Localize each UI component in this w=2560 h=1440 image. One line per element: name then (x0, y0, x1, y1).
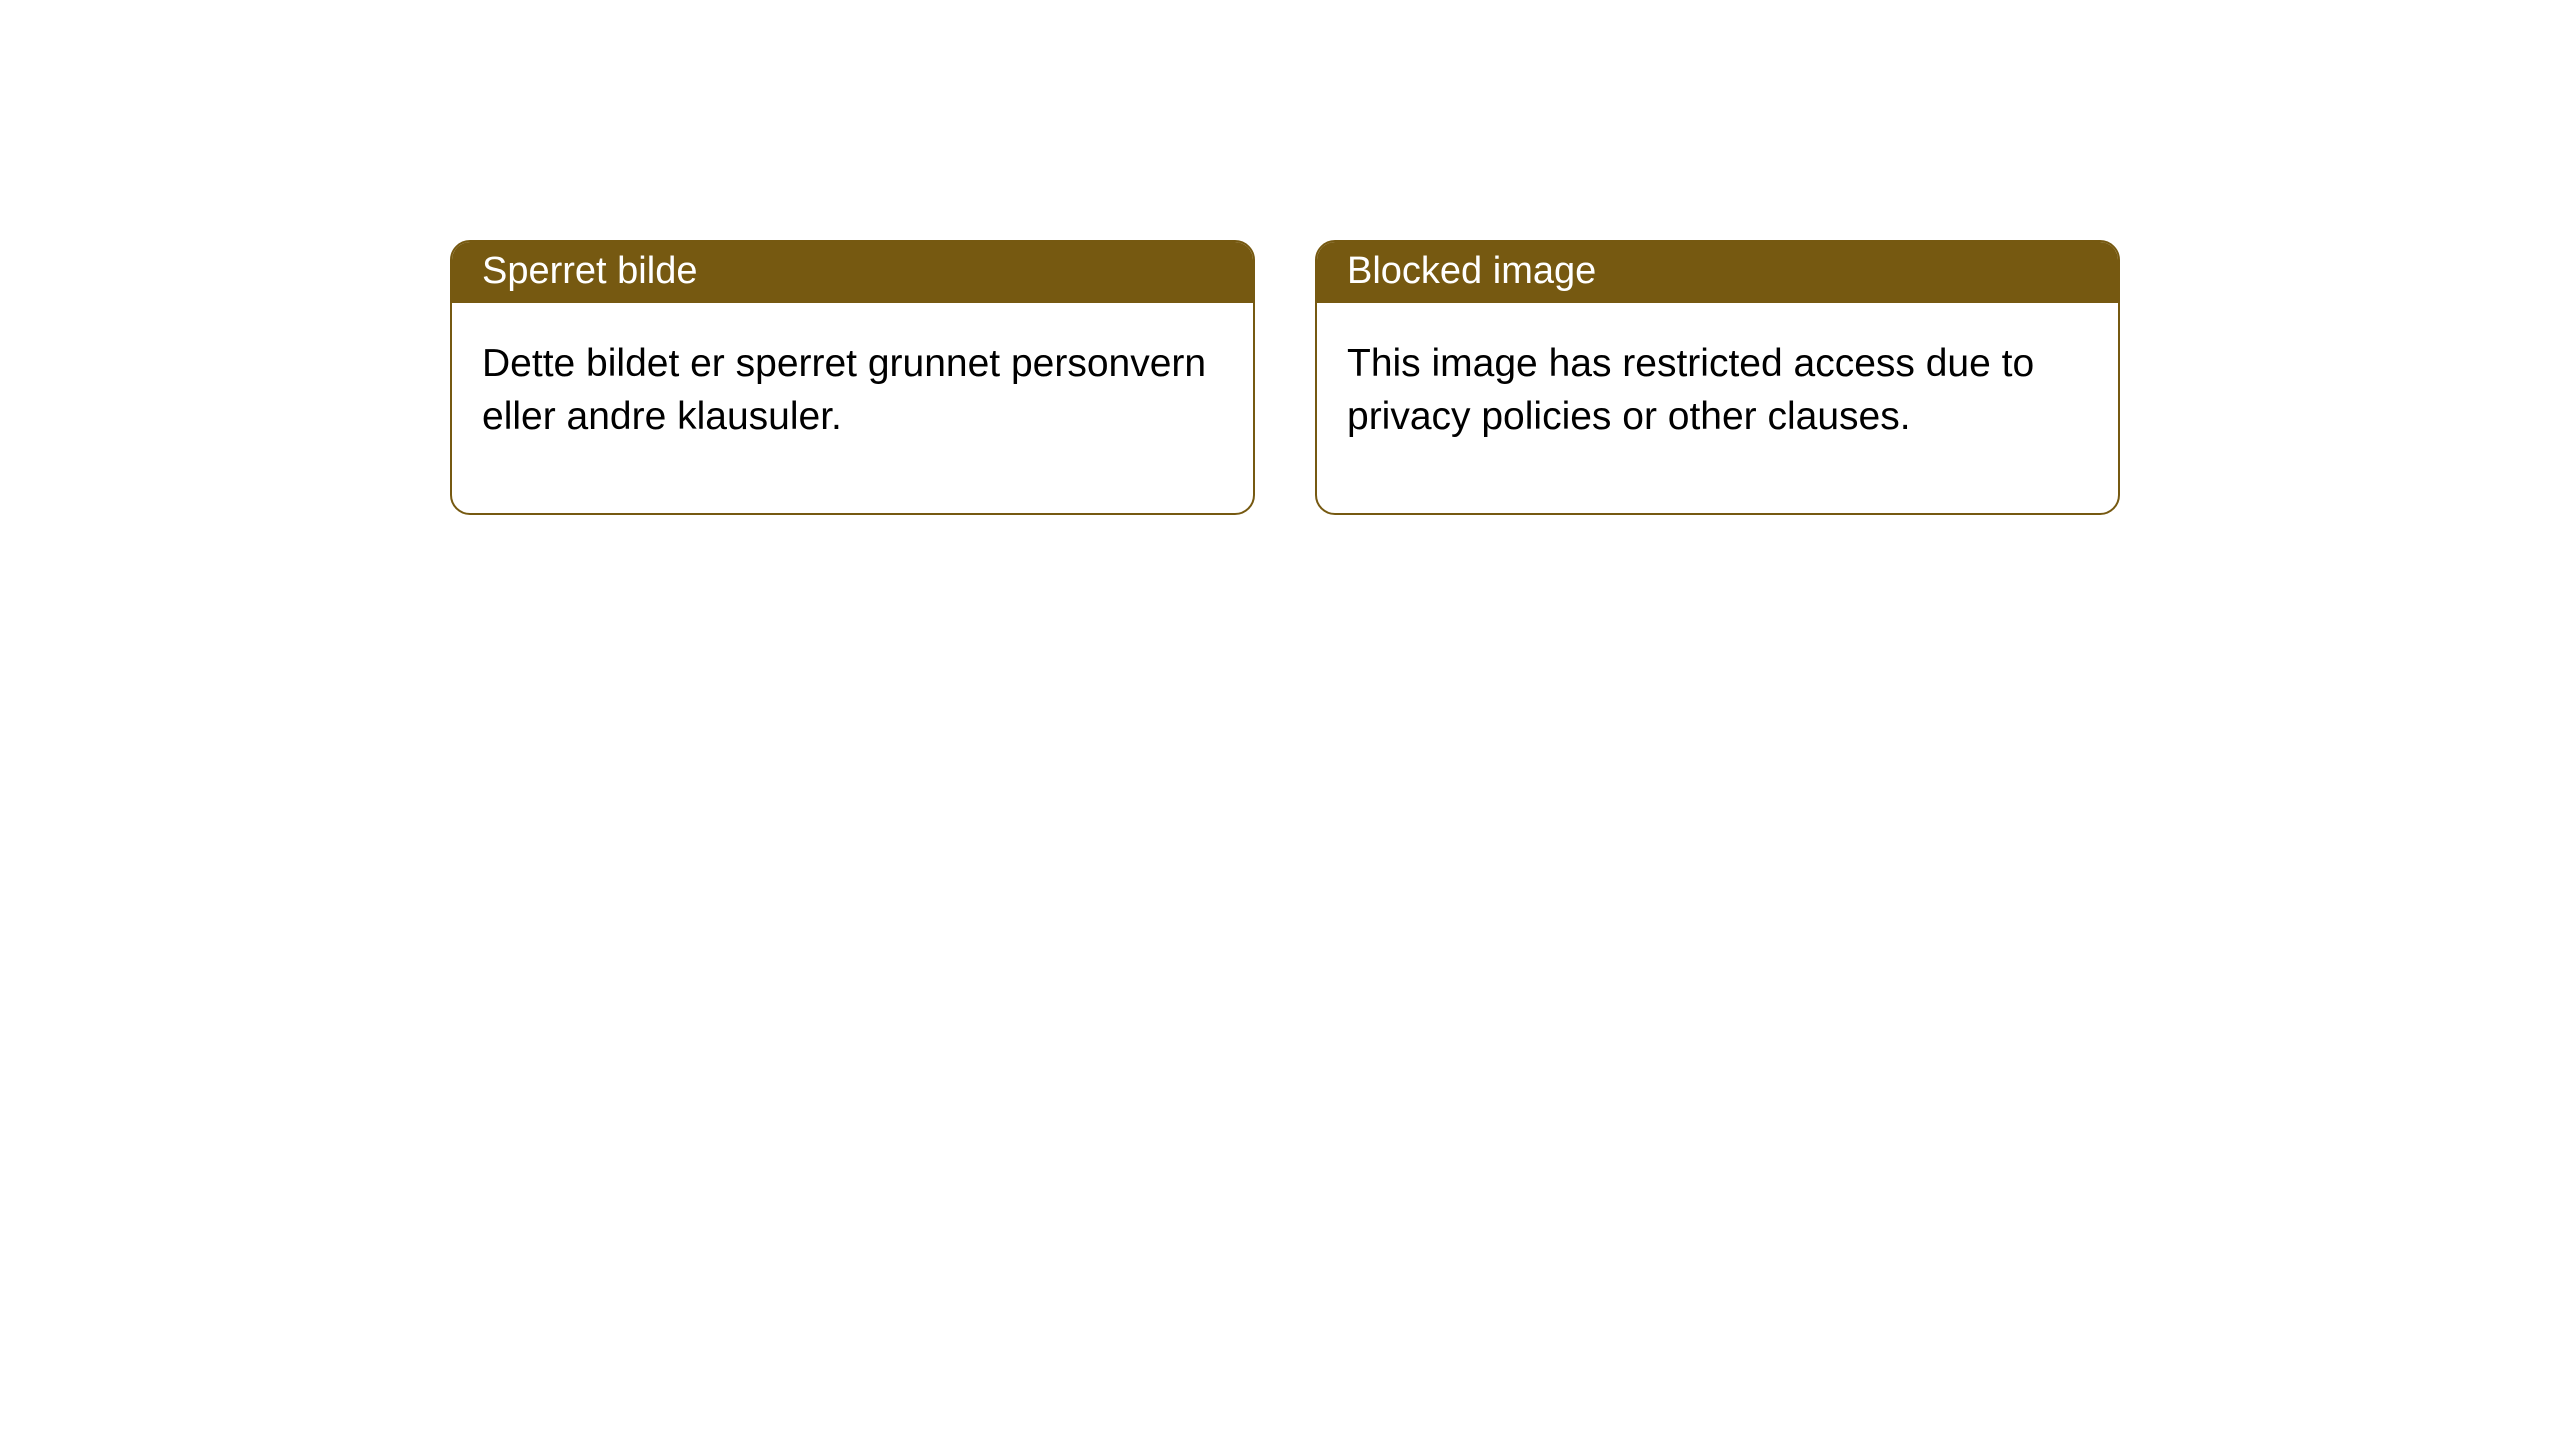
notice-card-norwegian: Sperret bilde Dette bildet er sperret gr… (450, 240, 1255, 515)
notice-container: Sperret bilde Dette bildet er sperret gr… (0, 0, 2560, 515)
notice-title-norwegian: Sperret bilde (452, 242, 1253, 303)
notice-title-english: Blocked image (1317, 242, 2118, 303)
notice-card-english: Blocked image This image has restricted … (1315, 240, 2120, 515)
notice-body-norwegian: Dette bildet er sperret grunnet personve… (452, 303, 1253, 513)
notice-body-english: This image has restricted access due to … (1317, 303, 2118, 513)
